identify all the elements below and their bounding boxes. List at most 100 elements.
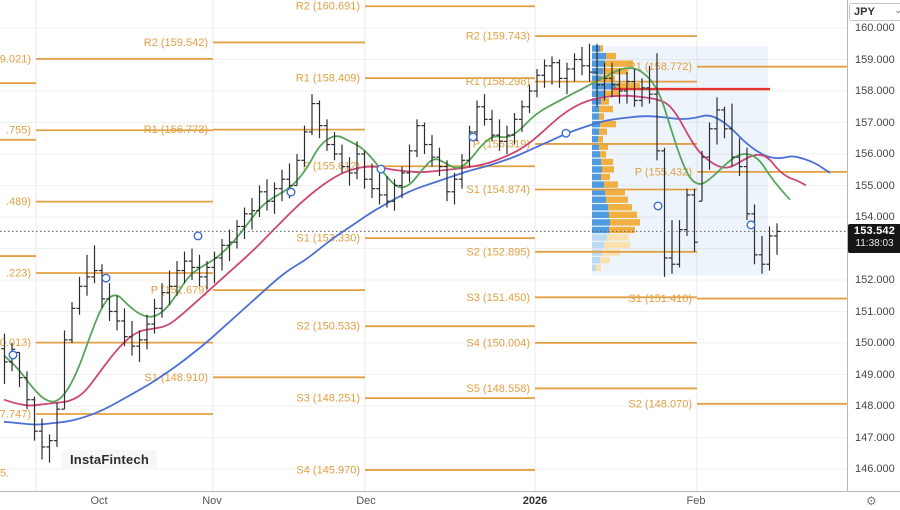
volume-profile-buy-bar <box>592 219 610 226</box>
pivot-level-label: .755) <box>6 125 31 137</box>
month-marker-circle <box>193 231 203 241</box>
pivot-level-label: R2 (159.743) <box>466 31 530 43</box>
instafintech-watermark: InstaFintech <box>62 450 157 469</box>
time-axis-label: Nov <box>202 495 222 507</box>
month-marker-circle <box>468 132 478 142</box>
pivot-level-label: .223) <box>6 267 31 279</box>
pivot-level-label: R1 (158.772) <box>628 61 692 73</box>
current-price-badge: 153.542 11:38:03 <box>848 223 900 253</box>
pivot-level-label: 7.747) <box>0 408 31 420</box>
volume-profile-buy-bar <box>592 181 604 188</box>
volume-profile-buy-bar <box>592 151 600 158</box>
month-marker-circle <box>561 128 571 138</box>
volume-profile-sell-bar <box>607 234 629 241</box>
volume-profile-sell-bar <box>600 120 616 128</box>
volume-profile-sell-bar <box>601 158 613 166</box>
pivot-level-label: R1 (158.298) <box>466 76 530 88</box>
volume-profile-buy-bar <box>592 113 599 120</box>
volume-profile-buy-bar <box>592 173 601 181</box>
time-scale[interactable]: ⚙ Oct Nov Dec 2026 Feb <box>0 491 900 510</box>
pivot-level-label: 0.013) <box>0 337 31 349</box>
price-tick-label: 147.000 <box>855 431 895 444</box>
time-axis-label: 2026 <box>522 495 548 507</box>
volume-profile-buy-bar <box>592 105 599 113</box>
volume-profile-buy-bar <box>592 143 599 150</box>
volume-profile-buy-bar <box>592 166 602 173</box>
price-tick-label: 150.000 <box>855 337 895 349</box>
volume-profile-sell-bar <box>610 219 640 226</box>
pivot-level-label: S2 (150.533) <box>296 321 360 333</box>
price-scale[interactable]: 146.000 147.000 148.000 149.000 150.000 151.0… <box>847 0 900 491</box>
volume-profile-buy-bar <box>592 204 608 211</box>
pivot-level-label: S4 (150.004) <box>466 337 530 349</box>
volume-profile-sell-bar <box>601 173 610 181</box>
volume-profile-sell-bar <box>599 143 608 150</box>
pivot-level-label: R1 (156.773) <box>144 124 208 136</box>
ma-line-mid <box>3 94 807 407</box>
volume-profile-sell-bar <box>608 204 632 211</box>
pivot-level-label: 9.021) <box>0 53 31 65</box>
gear-icon[interactable]: ⚙ <box>866 494 877 508</box>
price-chart-canvas[interactable]: 9.021) .755) .489) .223) 0.013) 7.747) R2 (159… <box>0 0 847 491</box>
pivot-level-label: S4 (145.970) <box>296 464 360 476</box>
volume-profile-sell-bar <box>604 181 618 188</box>
volume-profile-buy-bar <box>592 211 609 219</box>
volume-profile-sell-bar <box>601 98 609 105</box>
volume-profile-sell-bar <box>604 241 630 249</box>
volume-profile-buy-bar <box>592 45 600 52</box>
time-axis-label: Dec <box>356 495 376 507</box>
volume-profile-buy-bar <box>592 264 596 271</box>
pivot-level-label: S2 (148.070) <box>628 398 692 410</box>
volume-profile-sell-bar <box>606 52 616 60</box>
volume-profile-buy-bar <box>592 90 604 98</box>
pivot-level-label: S3 (151.450) <box>466 292 530 304</box>
pivot-level-label: S2 (152.895) <box>466 246 530 258</box>
chevron-down-icon: ⌄ <box>894 5 900 15</box>
pivot-level-label: P (155.432) <box>635 166 692 178</box>
volume-profile-buy-bar <box>592 188 605 196</box>
volume-profile-buy-bar <box>592 158 601 166</box>
pivot-level-label: S1 (148.910) <box>144 372 208 384</box>
volume-profile-buy-bar <box>592 60 605 67</box>
volume-profile-buy-bar <box>592 234 607 241</box>
instrument-selector[interactable]: JPY ⌄ <box>849 3 900 21</box>
current-price-value: 153.542 <box>853 224 896 237</box>
month-marker-circle <box>746 220 756 230</box>
price-tick-label: 146.000 <box>855 463 895 475</box>
pivot-level-label: R2 (159.542) <box>144 37 208 49</box>
clipped-pivot-label: 5. <box>0 467 9 479</box>
pivot-level-label: P (155.612) <box>303 161 360 173</box>
volume-profile-sell-bar <box>609 211 637 219</box>
pivot-level-label: S1 (151.410) <box>628 293 692 305</box>
price-tick-label: 155.000 <box>855 179 895 192</box>
pivot-level-label: S1 (154.874) <box>466 184 530 196</box>
price-tick-label: 152.000 <box>855 274 895 286</box>
volume-profile-sell-bar <box>600 151 606 158</box>
volume-profile-sell-bar <box>599 113 604 120</box>
price-tick-label: 160.000 <box>855 22 895 34</box>
ma-line-slow <box>3 114 831 426</box>
volume-profile-buy-bar <box>592 226 609 234</box>
time-axis-label: Oct <box>90 495 108 507</box>
ma-line-fast <box>3 67 791 403</box>
volume-profile-sell-bar <box>598 136 603 143</box>
volume-profile-sell-bar <box>606 196 628 203</box>
price-tick-label: 156.000 <box>855 148 895 160</box>
price-tick-label: 148.000 <box>855 400 895 412</box>
month-marker-circle <box>653 201 663 211</box>
price-tick-label: 159.000 <box>855 53 895 66</box>
volume-profile-buy-bar <box>592 52 606 60</box>
price-tick-label: 154.000 <box>855 211 895 223</box>
volume-profile-sell-bar <box>605 60 633 67</box>
pivot-level-label: S1 (153.330) <box>296 233 360 245</box>
month-marker-circle <box>376 164 386 174</box>
volume-profile-sell-bar <box>600 45 603 52</box>
volume-profile-sell-bar <box>605 188 625 196</box>
time-axis-label: Feb <box>686 495 706 507</box>
volume-profile-buy-bar <box>592 136 598 143</box>
instrument-label: JPY <box>854 6 875 18</box>
volume-profile-buy-bar <box>592 257 600 264</box>
volume-profile-sell-bar <box>600 257 610 264</box>
volume-profile-sell-bar <box>602 166 614 173</box>
